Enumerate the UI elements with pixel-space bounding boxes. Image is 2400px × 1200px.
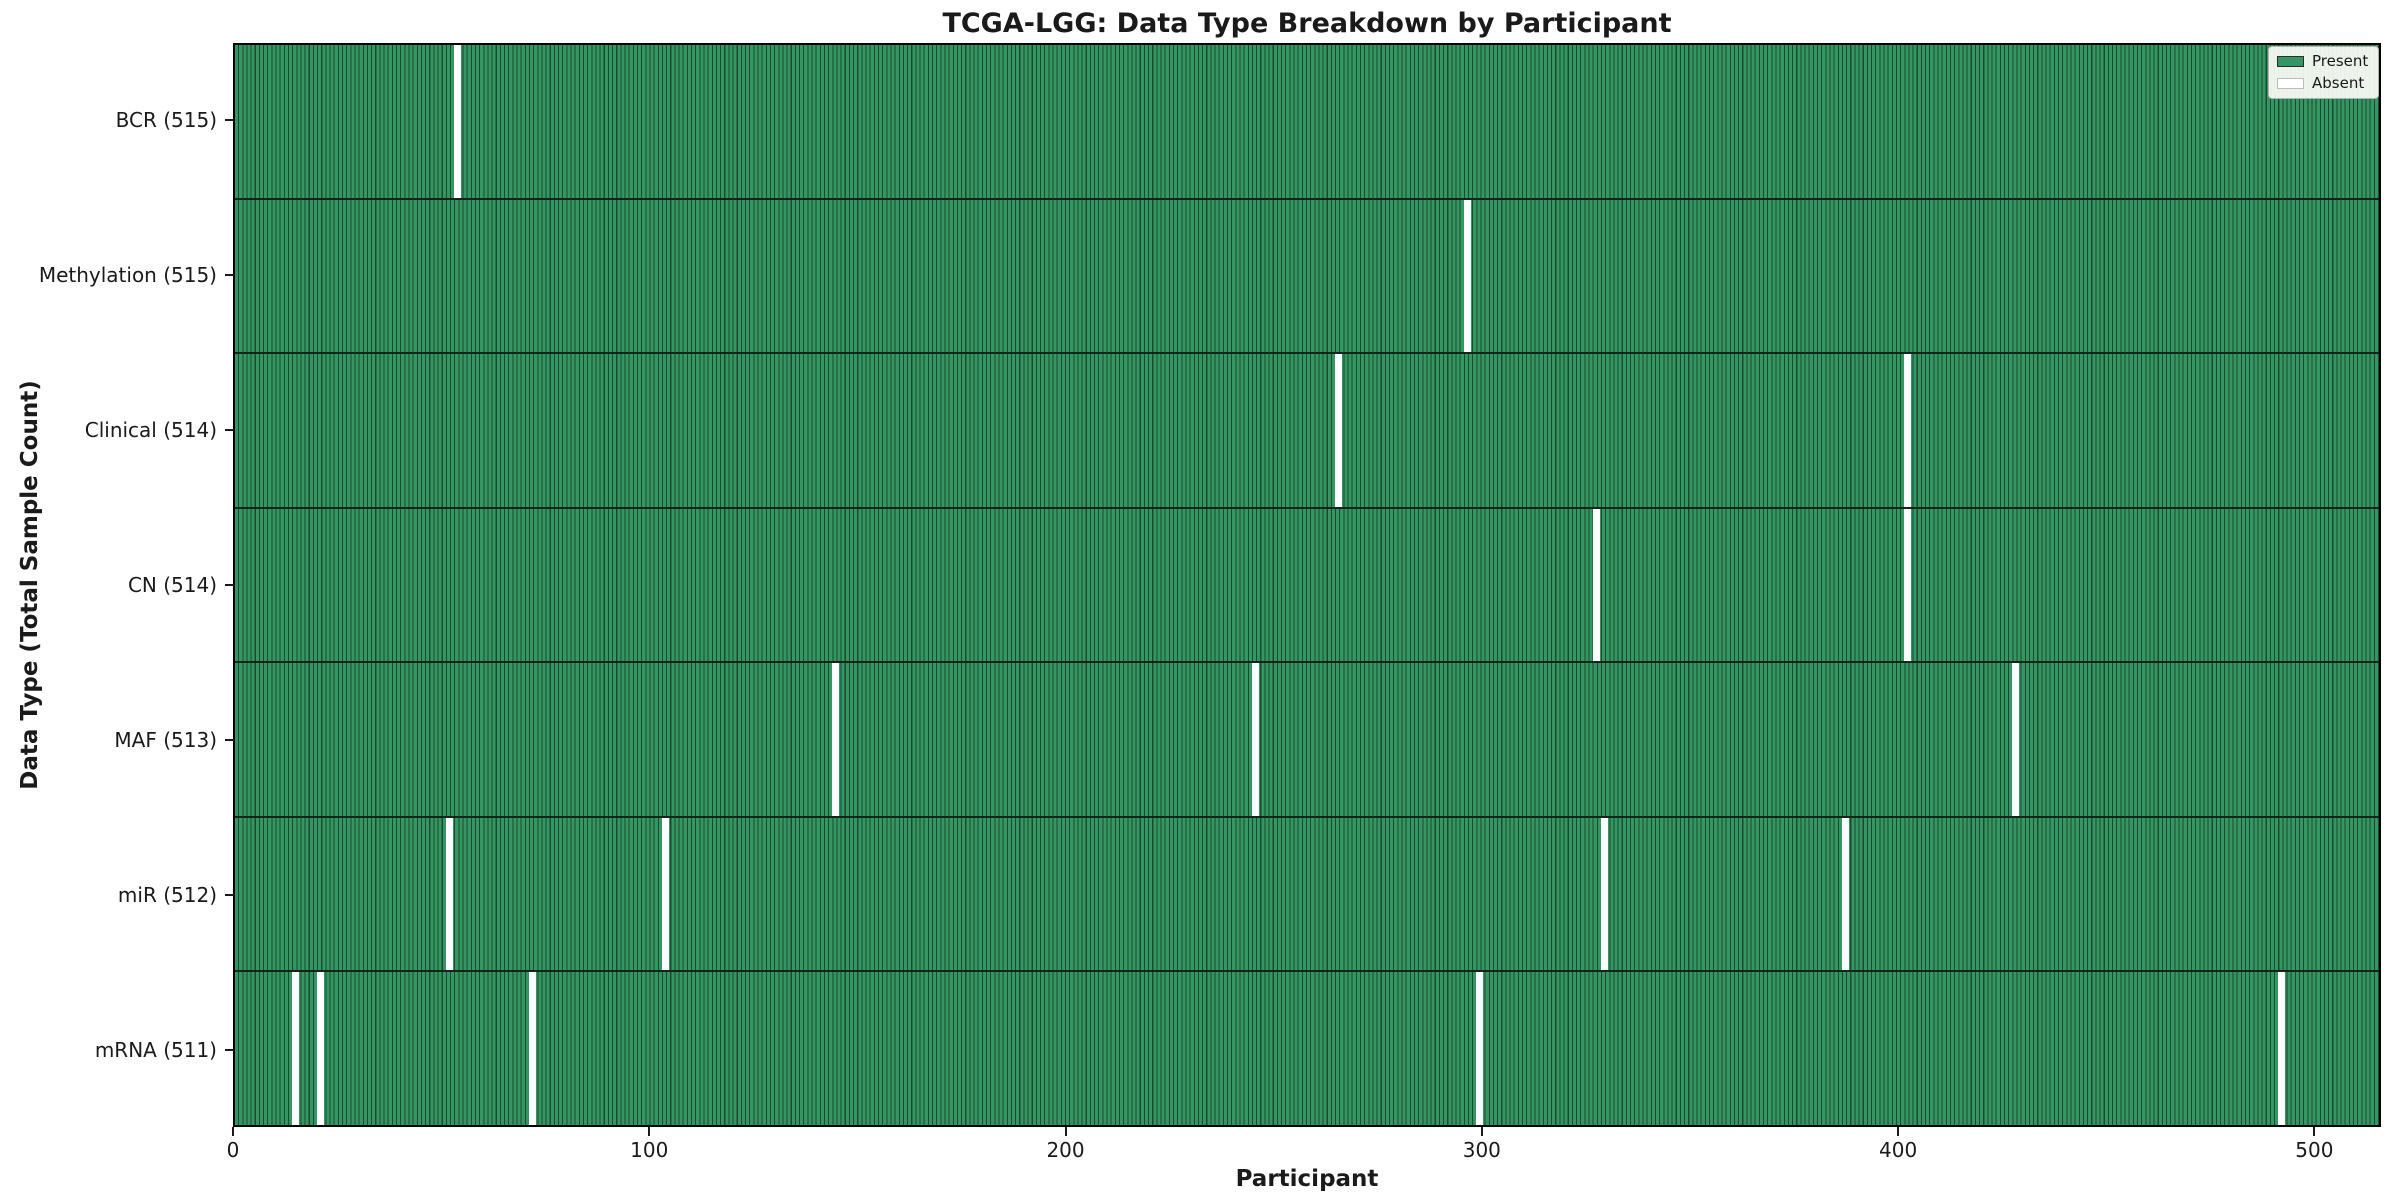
- y-tick: [225, 429, 234, 432]
- x-axis-label: Participant: [1235, 1166, 1379, 1192]
- row-absent-gap: [445, 817, 453, 971]
- x-tick: [1064, 1127, 1067, 1136]
- row-absent-gap: [2278, 972, 2286, 1126]
- row-absent-gap: [454, 45, 462, 198]
- y-tick: [225, 584, 234, 586]
- x-tick-label: 200: [1046, 1138, 1085, 1162]
- row-absent-gap: [529, 972, 536, 1126]
- legend-label: Absent: [2312, 74, 2365, 92]
- chart-row: [235, 815, 2379, 971]
- y-tick-label: mRNA (511): [94, 1037, 217, 1062]
- row-absent-gap: [661, 817, 669, 971]
- y-tick: [225, 893, 234, 896]
- chart-row: [235, 45, 2379, 198]
- y-tick-label: Clinical (514): [84, 418, 217, 443]
- legend-swatch-absent: [2277, 78, 2304, 89]
- x-tick-label: 500: [2295, 1138, 2334, 1162]
- row-absent-gap: [1601, 817, 1608, 971]
- y-tick: [225, 119, 234, 122]
- x-tick: [232, 1127, 234, 1136]
- row-absent-gap: [2012, 663, 2020, 816]
- legend: Present Absent: [2268, 46, 2380, 99]
- x-tick-label: 0: [226, 1138, 240, 1162]
- x-tick: [1480, 1127, 1483, 1136]
- x-tick: [1897, 1127, 1900, 1136]
- y-tick: [225, 274, 234, 277]
- y-tick-label: CN (514): [127, 573, 217, 597]
- y-tick-label: BCR (515): [115, 108, 217, 133]
- x-tick-label: 100: [630, 1138, 669, 1162]
- row-absent-gap: [1904, 354, 1912, 507]
- x-axis: 0 100 200 300 400 500: [227, 1127, 2381, 1173]
- legend-item: Present: [2277, 52, 2368, 71]
- y-tick-label: Methylation (515): [38, 263, 217, 288]
- row-absent-gap: [1842, 817, 1849, 971]
- y-axis: BCR (515) Methylation (515) Clinical (514)…: [0, 43, 234, 1127]
- chart-row: [235, 970, 2379, 1126]
- x-tick-label: 300: [1462, 1138, 1501, 1162]
- y-tick: [225, 1048, 234, 1051]
- row-absent-gap: [1476, 972, 1484, 1126]
- y-tick: [225, 738, 234, 741]
- row-absent-gap: [1335, 354, 1343, 507]
- x-tick-label: 400: [1879, 1138, 1918, 1162]
- x-tick: [648, 1127, 651, 1136]
- row-absent-gap: [1463, 199, 1471, 353]
- legend-item: Absent: [2277, 74, 2368, 93]
- chart-row: [235, 197, 2379, 353]
- x-tick: [2313, 1127, 2316, 1136]
- row-absent-gap: [1251, 663, 1259, 816]
- row-absent-gap: [292, 972, 300, 1126]
- chart-row: [235, 506, 2379, 662]
- y-tick-label: MAF (513): [114, 727, 217, 752]
- row-absent-gap: [1904, 508, 1912, 662]
- chart-row: [235, 661, 2379, 816]
- chart-row: [235, 352, 2379, 507]
- y-tick-label: miR (512): [117, 882, 217, 907]
- chart-title: TCGA-LGG: Data Type Breakdown by Partici…: [942, 8, 1672, 39]
- row-absent-gap: [317, 972, 325, 1126]
- row-absent-gap: [832, 663, 840, 816]
- legend-label: Present: [2312, 52, 2369, 70]
- row-absent-gap: [1592, 508, 1600, 662]
- plot-area: [233, 43, 2381, 1127]
- legend-swatch-present: [2277, 56, 2304, 67]
